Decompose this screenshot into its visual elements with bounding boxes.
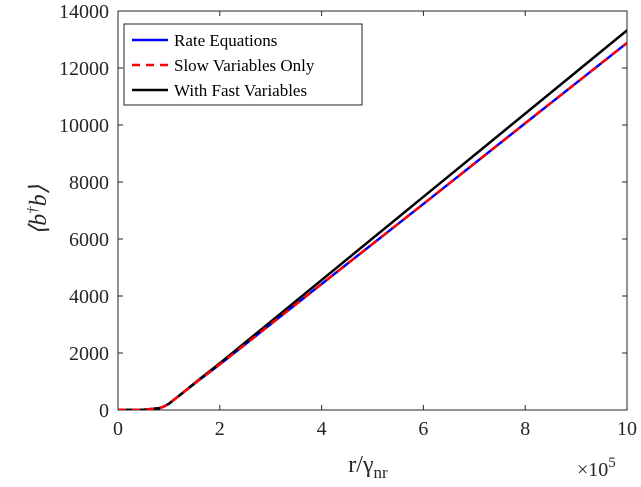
- y-tick-label: 2000: [69, 343, 109, 365]
- y-axis-label: ⟨b†b⟩: [25, 184, 52, 235]
- x-axis-label-subscript: nr: [374, 463, 389, 482]
- x-tick-label: 0: [113, 418, 123, 440]
- series-line-slow-variables-only: [118, 41, 627, 410]
- y-tick-label: 8000: [69, 172, 109, 194]
- x-tick-label: 2: [215, 418, 225, 440]
- x-tick-label: 10: [617, 418, 637, 440]
- legend-label-slow-variables: Slow Variables Only: [174, 56, 315, 75]
- y-tick-label: 10000: [59, 115, 109, 137]
- x-axis-multiplier-exponent: 5: [608, 455, 616, 471]
- x-tick-labels: 0 2 4 6 8 10: [113, 418, 637, 440]
- series-lines: [118, 29, 627, 410]
- y-tick-label: 0: [99, 400, 109, 422]
- y-axis-label-superscript: †: [25, 206, 41, 214]
- x-axis-multiplier: ×105: [577, 455, 616, 481]
- y-tick-labels: 0 2000 4000 6000 8000 10000 12000 14000: [59, 1, 109, 422]
- y-tick-label: 12000: [59, 58, 109, 80]
- y-tick-label: 4000: [69, 286, 109, 308]
- y-tick-label: 14000: [59, 1, 109, 23]
- x-tick-label: 8: [520, 418, 530, 440]
- axis-ticks: [117, 10, 628, 411]
- legend-label-rate-equations: Rate Equations: [174, 31, 277, 50]
- x-axis-label: r/γnr: [348, 452, 388, 482]
- x-tick-label: 6: [418, 418, 428, 440]
- legend-label-fast-variables: With Fast Variables: [174, 81, 307, 100]
- legend: Rate Equations Slow Variables Only With …: [123, 23, 363, 106]
- y-tick-label: 6000: [69, 229, 109, 251]
- x-tick-label: 4: [317, 418, 327, 440]
